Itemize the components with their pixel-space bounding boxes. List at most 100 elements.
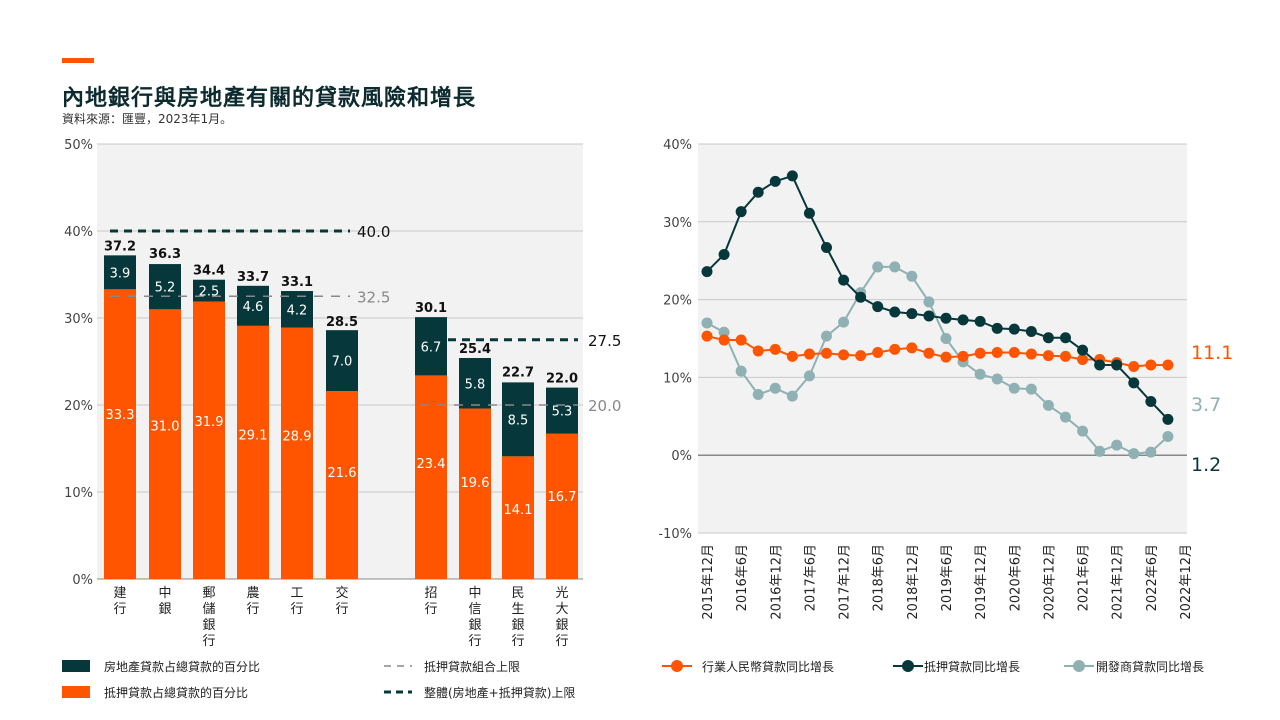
bar-y-tick-label: 40% (64, 225, 93, 240)
industry-loan-growth-point (923, 347, 935, 359)
mortgage-growth-point (872, 301, 884, 313)
developer-loan-growth-point (803, 370, 815, 382)
developer-loan-growth-line (706, 265, 1169, 455)
bar-total-label: 22.7 (502, 366, 534, 381)
bar-total-label: 33.1 (281, 275, 313, 290)
bar-category-label: 中 (158, 586, 171, 601)
line-y-tick-label: -10% (658, 527, 692, 542)
developer-loan-growth-point (786, 390, 798, 402)
mortgage-growth-point (1128, 377, 1140, 389)
developer-loan-growth-point (1060, 411, 1071, 423)
bar-y-tick-label: 50% (64, 138, 93, 153)
line-x-tick-label: 2018年6月 (872, 544, 887, 611)
line-y-tick-label: 10% (663, 371, 692, 386)
bar-category-label: 行 (468, 634, 481, 649)
industry-loan-growth-point (752, 345, 764, 357)
property-share-bar (104, 255, 136, 290)
bar-y-tick-label: 20% (64, 399, 93, 414)
developer-loan-growth-point (735, 365, 747, 377)
industry-loan-growth-end-label: 11.1 (1191, 342, 1233, 364)
mortgage-growth-point (957, 314, 969, 326)
line-x-tick-label: 2020年12月 (1042, 544, 1057, 620)
mortgage-growth-point (803, 207, 815, 219)
bar-category-label: 中 (468, 586, 481, 601)
property-share-label: 7.0 (332, 355, 353, 370)
line-x-tick-label: 2017年12月 (838, 544, 853, 620)
property-share-label: 5.2 (155, 281, 176, 296)
bar-category-label: 交 (335, 585, 348, 601)
mortgage-share-label: 14.1 (504, 503, 533, 518)
developer-loan-growth-point (718, 326, 730, 338)
bar-category-label: 銀 (468, 618, 481, 633)
line-x-tick-label: 2015年12月 (701, 544, 716, 620)
industry-loan-growth-line (706, 335, 1168, 368)
industry-loan-growth-point (1145, 359, 1157, 371)
legend-label-overall-cap: 整體(房地產+抵押貸款)上限 (424, 685, 575, 700)
mortgage-share-bar (237, 325, 269, 579)
developer-loan-growth-point (872, 261, 884, 273)
industry-loan-growth-point (1008, 347, 1020, 359)
bar-total-label: 36.3 (149, 247, 181, 262)
line-x-tick-label: 2017年6月 (803, 544, 818, 611)
developer-loan-growth-point (701, 317, 713, 329)
reference-line-label: 40.0 (357, 223, 390, 241)
mortgage-share-label: 21.6 (328, 466, 357, 481)
developer-loan-growth-point (940, 333, 952, 344)
bar-category-label: 銀 (158, 602, 171, 617)
bar-y-tick-label: 0% (72, 573, 93, 588)
industry-loan-growth-point (855, 350, 867, 362)
bar-category-label: 信 (468, 602, 481, 617)
mortgage-share-bar (502, 456, 534, 579)
line-x-tick-label: 2020年6月 (1008, 544, 1023, 611)
industry-loan-growth-point (940, 351, 952, 363)
industry-loan-growth-point (1025, 348, 1037, 360)
mortgage-growth-point (1008, 323, 1020, 335)
line-x-tick-label: 2021年12月 (1111, 544, 1126, 620)
bar-total-label: 33.7 (237, 270, 269, 285)
industry-loan-growth-point (974, 347, 986, 359)
mortgage-share-label: 31.9 (195, 415, 224, 430)
bar-y-tick-label: 30% (64, 312, 93, 327)
industry-loan-growth-point (1042, 350, 1054, 362)
bar-category-label: 銀 (202, 618, 215, 633)
industry-loan-growth-point (718, 334, 730, 346)
mortgage-growth-point (1060, 332, 1071, 344)
developer-loan-growth-point (906, 270, 918, 282)
property-share-label: 4.6 (243, 300, 264, 315)
mortgage-share-bar (459, 408, 491, 579)
mortgage-share-label: 33.3 (106, 408, 135, 423)
mortgage-growth-point (923, 310, 935, 322)
line-y-tick-label: 30% (663, 216, 692, 231)
mortgage-growth-point (1094, 359, 1106, 371)
mortgage-share-label: 19.6 (461, 476, 490, 491)
mortgage-growth-point (1077, 344, 1089, 356)
legend-label-mortgage-cap: 抵押貸款組合上限 (424, 659, 520, 674)
mortgage-growth-end-label: 1.2 (1191, 454, 1221, 476)
line-x-tick-label: 2016年12月 (769, 544, 784, 620)
bar-category-label: 光 (555, 586, 568, 601)
industry-loan-growth-point (786, 350, 798, 362)
bar-total-label: 22.0 (546, 372, 578, 387)
legend-marker-industry-loan-growth (671, 660, 683, 672)
line-x-tick-label: 2019年6月 (940, 544, 955, 611)
mortgage-share-bar (104, 289, 136, 579)
bar-category-label: 行 (424, 602, 437, 617)
property-share-bar (415, 317, 447, 376)
industry-loan-growth-point (872, 347, 884, 359)
property-share-label: 3.9 (110, 266, 131, 281)
industry-loan-growth-point (1162, 359, 1174, 371)
industry-loan-growth-point (701, 330, 713, 342)
mortgage-share-bar (326, 391, 358, 579)
mortgage-growth-point (718, 248, 730, 260)
bar-category-label: 建 (113, 586, 126, 601)
developer-loan-growth-point (1025, 383, 1037, 395)
developer-loan-growth-point (1008, 382, 1020, 394)
line-y-tick-label: 0% (671, 449, 692, 464)
developer-loan-growth-point (1145, 446, 1157, 458)
mortgage-growth-point (735, 206, 747, 218)
title-accent-bar (62, 58, 94, 63)
line-x-tick-label: 2022年12月 (1179, 544, 1194, 620)
